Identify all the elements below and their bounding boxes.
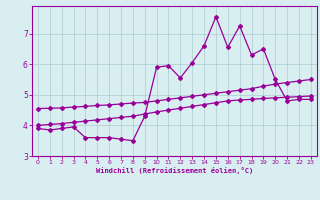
- X-axis label: Windchill (Refroidissement éolien,°C): Windchill (Refroidissement éolien,°C): [96, 167, 253, 174]
